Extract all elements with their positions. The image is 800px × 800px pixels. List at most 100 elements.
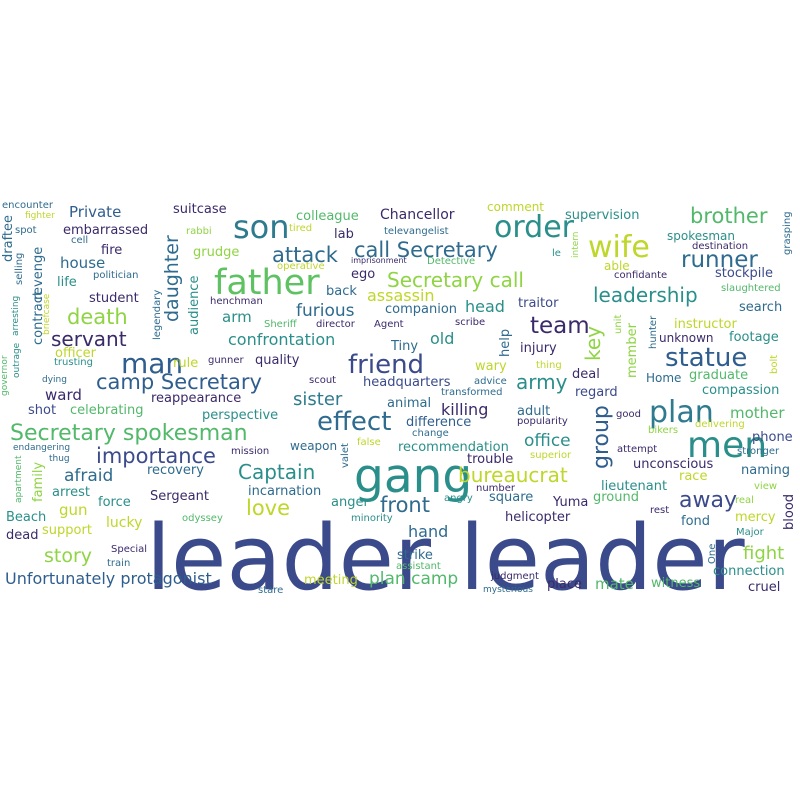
word-lab: lab — [334, 227, 354, 242]
word-scout: scout — [309, 375, 337, 386]
word-front: front — [380, 493, 430, 517]
word-intern: intern — [571, 231, 581, 258]
word-leadership: leadership — [593, 283, 698, 307]
word-back: back — [326, 284, 357, 299]
word-companion: companion — [385, 302, 458, 317]
word-number: number — [476, 483, 516, 494]
word-weapon: weapon — [290, 439, 338, 453]
word-wary: wary — [475, 359, 507, 374]
word-rest: rest — [650, 505, 670, 516]
word-incarnation: incarnation — [248, 484, 322, 499]
word-deal: deal — [572, 367, 600, 382]
word-attempt: attempt — [617, 444, 658, 455]
word-henchman: henchman — [210, 296, 263, 307]
word-popularity: popularity — [517, 416, 568, 427]
word-bolt: bolt — [769, 354, 780, 374]
word-imprisonment: imprisonment — [351, 256, 407, 265]
word-sheriff: Sheriff — [264, 319, 297, 330]
word-cell: cell — [71, 235, 89, 246]
word-perspective: perspective — [202, 408, 279, 423]
word-student: student — [89, 291, 139, 306]
word-witness: witness — [651, 576, 701, 591]
word-grudge: grudge — [193, 245, 240, 260]
word-stronger: stronger — [737, 446, 780, 457]
word-unfortunately-protagonist: Unfortunately protagonist — [5, 569, 212, 588]
word-statue: statue — [665, 343, 748, 373]
word-help: help — [498, 328, 513, 357]
word-naming: naming — [741, 463, 790, 478]
word-recovery: recovery — [147, 463, 204, 478]
word-legendary: legendary — [152, 289, 163, 340]
word-strike: strike — [397, 548, 433, 563]
word-attack: attack — [272, 243, 338, 267]
word-briefcase: briefcase — [42, 293, 52, 335]
word-compassion: compassion — [702, 383, 780, 398]
word-le: le — [552, 248, 561, 259]
word-confrontation: confrontation — [228, 330, 336, 349]
word-view: view — [754, 481, 778, 492]
word-order: order — [494, 210, 574, 245]
word-servant: servant — [51, 327, 127, 351]
word-unknown: unknown — [659, 331, 714, 345]
word-life: life — [57, 275, 77, 290]
word-outrage: outrage — [12, 342, 22, 378]
word-mother: mother — [730, 404, 785, 422]
word-mercy: mercy — [735, 510, 776, 525]
word-phone: phone — [752, 430, 793, 445]
word-sister: sister — [293, 389, 343, 410]
word-connection: connection — [713, 564, 785, 579]
word-comment: comment — [487, 200, 545, 214]
word-agent: Agent — [374, 319, 404, 330]
word-unconscious: unconscious — [633, 457, 714, 472]
word-lucky: lucky — [106, 515, 143, 531]
word-blood: blood — [782, 493, 797, 530]
word-support: support — [42, 523, 92, 538]
word-hunter: hunter — [648, 315, 659, 349]
word-traitor: traitor — [518, 296, 559, 311]
word-member: member — [625, 323, 640, 378]
word-officer: officer — [55, 346, 97, 361]
word-thing: thing — [536, 360, 562, 371]
word-valet: valet — [340, 443, 351, 468]
word-private: Private — [69, 203, 122, 221]
word-secretary-spokesman: Secretary spokesman — [10, 421, 248, 446]
word-daughter: daughter — [161, 235, 183, 322]
word-helicopter: helicopter — [505, 510, 571, 525]
word-special: Special — [111, 544, 148, 555]
word-good: good — [616, 409, 641, 420]
word-train: train — [107, 558, 131, 569]
word-plan: plan — [649, 395, 714, 430]
word-gang: gang — [354, 449, 473, 504]
word-tired: tired — [289, 223, 313, 234]
word-supervision: supervision — [565, 208, 640, 223]
word-quality: quality — [255, 353, 300, 368]
word-son: son — [233, 208, 290, 246]
word-trusting: trusting — [54, 357, 93, 368]
word-fight: fight — [743, 543, 785, 564]
word-head: head — [465, 297, 505, 316]
word-embarrassed: embarrassed — [63, 223, 149, 238]
word-arrest: arrest — [52, 485, 91, 500]
word-operative: operative — [277, 261, 325, 272]
word-director: director — [316, 319, 355, 330]
word-importance: importance — [96, 444, 216, 468]
word-thug: thug — [49, 454, 70, 464]
word-anger: anger — [331, 495, 369, 510]
word-false: false — [357, 437, 381, 448]
word-chancellor: Chancellor — [380, 207, 455, 223]
word-tiny: Tiny — [391, 339, 419, 354]
word-delivering: delivering — [695, 419, 745, 430]
word-reappearance: reappearance — [151, 391, 242, 406]
word-injury: injury — [520, 341, 557, 356]
word-fire: fire — [101, 243, 123, 258]
word-instructor: instructor — [674, 317, 737, 332]
word-race: race — [679, 469, 708, 484]
word-one: One — [707, 543, 718, 564]
word-unit: unit — [613, 314, 624, 334]
word-fond: fond — [681, 514, 711, 529]
word-dead: dead — [6, 528, 39, 543]
word-dying: dying — [42, 375, 67, 385]
word-recommendation: recommendation — [398, 440, 509, 455]
word-fighter: fighter — [25, 211, 55, 221]
word-headquarters: headquarters — [363, 375, 451, 390]
